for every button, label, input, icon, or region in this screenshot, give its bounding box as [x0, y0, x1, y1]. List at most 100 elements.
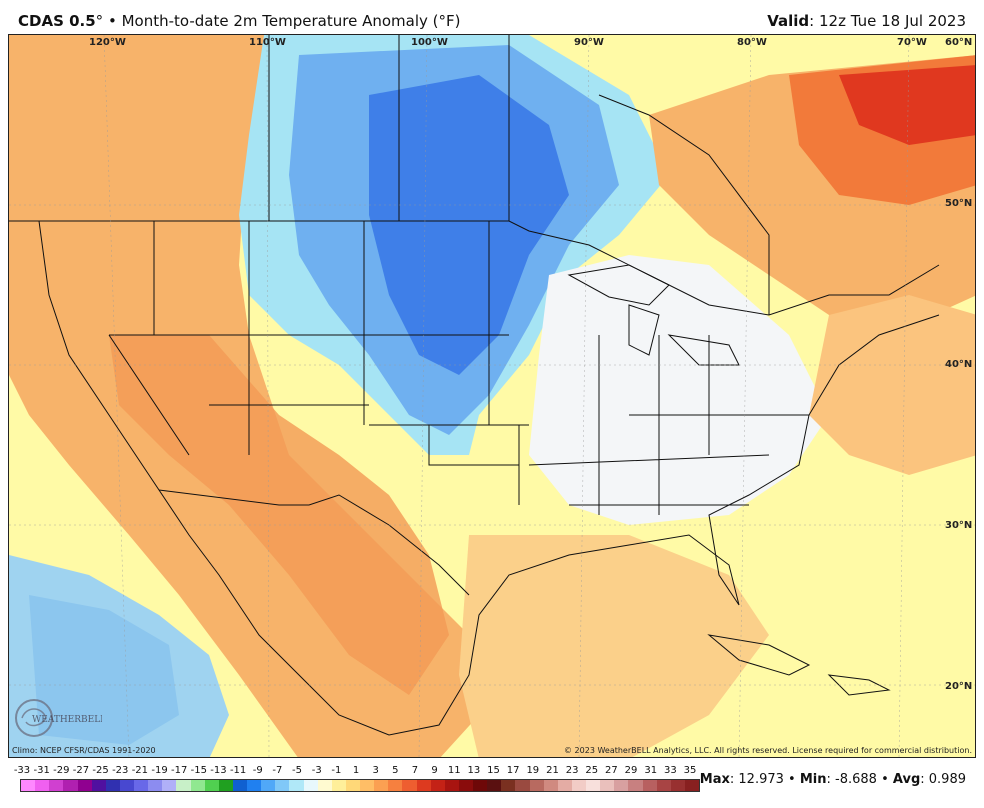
colorbar-tick: 25	[585, 765, 599, 776]
colorbar-tick: -23	[112, 765, 129, 776]
colorbar-cell	[289, 780, 304, 791]
colorbar-cell	[416, 780, 431, 791]
cool-pacific-inner	[29, 595, 179, 745]
valid-label: Valid	[767, 12, 810, 30]
colorbar-cell	[331, 780, 346, 791]
colorbar-cell	[204, 780, 219, 791]
model-name: CDAS 0.5	[18, 12, 96, 30]
colorbar	[20, 779, 700, 792]
colorbar-tick: -27	[72, 765, 90, 776]
map-title: CDAS 0.5° • Month-to-date 2m Temperature…	[18, 12, 460, 30]
colorbar-cell	[176, 780, 191, 791]
colorbar-tick: 3	[372, 765, 379, 776]
colorbar-cell	[628, 780, 643, 791]
colorbar-tick: 1	[352, 765, 360, 776]
colorbar-cell	[275, 780, 290, 791]
lon-label-110w: 110°W	[249, 37, 286, 48]
colorbar-cell	[543, 780, 558, 791]
colorbar-tick: -5	[292, 765, 303, 776]
colorbar-cell	[515, 780, 530, 791]
colorbar-tick: 13	[467, 765, 481, 776]
warm-region-gulf	[459, 535, 769, 757]
colorbar-cell	[134, 780, 149, 791]
lat-label-50n: 50°N	[945, 198, 973, 209]
lon-label-70w: 70°W	[897, 37, 927, 48]
lat-label-30n: 30°N	[945, 520, 973, 531]
product-name: Month-to-date 2m Temperature Anomaly (°F…	[121, 12, 461, 30]
colorbar-cell	[317, 780, 332, 791]
min-label: Min	[799, 772, 827, 787]
colorbar-cell	[557, 780, 572, 791]
us-state-lines	[108, 221, 809, 515]
warm-region-east-coast	[809, 295, 975, 475]
lon-label-120w: 120°W	[89, 37, 126, 48]
colorbar-tick: 23	[565, 765, 579, 776]
colorbar-tick-labels: -33 -31 -29 -27 -25 -23 -21 -19 -17 -15 -13 -11 -9 -7…	[13, 765, 706, 777]
colorbar-cell	[473, 780, 488, 791]
colorbar-cell	[303, 780, 318, 791]
title-bullet: •	[107, 12, 117, 30]
lon-label-100w: 100°W	[411, 37, 448, 48]
colorbar-cell	[148, 780, 163, 791]
colorbar-cell	[487, 780, 502, 791]
svg-text:WEATHERBELL: WEATHERBELL	[32, 715, 102, 725]
valid-time-value: : 12z Tue 18 Jul 2023	[809, 12, 966, 30]
colorbar-cell	[444, 780, 459, 791]
very-hot-region-quebec	[839, 65, 975, 145]
colorbar-cell	[430, 780, 445, 791]
avg-value: : 0.989	[920, 772, 966, 787]
colorbar-tick: 15	[487, 765, 500, 776]
hot-region-southwest	[109, 335, 449, 695]
lat-label-40n: 40°N	[945, 359, 973, 370]
colorbar-cell	[600, 780, 615, 791]
colorbar-cell	[162, 780, 177, 791]
colorbar-cell	[105, 780, 120, 791]
colorbar-tick: -33	[13, 765, 31, 776]
climo-credit: Climo: NCEP CFSR/CDAS 1991-2020	[12, 746, 156, 755]
colorbar-tick: -7	[272, 765, 283, 776]
min-value: : -8.688	[826, 772, 877, 787]
max-value: : 12.973	[729, 772, 784, 787]
max-label: Max	[699, 772, 730, 787]
colorbar-cell	[190, 780, 205, 791]
colorbar-cell	[642, 780, 657, 791]
colorbar-tick: 5	[392, 765, 399, 776]
colorbar-cell	[656, 780, 671, 791]
colorbar-tick: -19	[151, 765, 168, 776]
colorbar-tick: 33	[663, 765, 677, 776]
neutral-region-east-us	[529, 255, 829, 525]
title-bar: CDAS 0.5° • Month-to-date 2m Temperature…	[0, 0, 984, 34]
political-borders	[9, 35, 940, 736]
colorbar-cell	[21, 780, 36, 791]
copyright-credit: © 2023 WeatherBELL Analytics, LLC. All r…	[564, 746, 972, 755]
colorbar-tick: -13	[210, 765, 227, 776]
colorbar-cell	[402, 780, 417, 791]
lon-label-80w: 80°W	[737, 37, 767, 48]
colorbar-tick: 21	[546, 765, 559, 776]
us-mexico-border	[158, 489, 470, 596]
colorbar-tick: -15	[190, 765, 207, 776]
colorbar-cell	[614, 780, 629, 791]
lat-label-60n: 60°N	[945, 37, 973, 48]
colorbar-tick: -11	[229, 765, 247, 776]
colorbar-cell	[119, 780, 134, 791]
colorbar-cell	[360, 780, 375, 791]
colorbar-tick: -21	[131, 765, 149, 776]
colorbar-cell	[232, 780, 247, 791]
caribbean-islands	[707, 634, 891, 696]
colorbar-tick: -29	[53, 765, 70, 776]
stats-sep-1: •	[788, 772, 796, 787]
colorbar-tick: 29	[624, 765, 638, 776]
colorbar-tick: -9	[252, 765, 263, 776]
colorbar-cell	[91, 780, 106, 791]
stats-summary: Max: 12.973 • Min: -8.688 • Avg: 0.989	[700, 772, 966, 787]
colorbar-tick: 27	[605, 765, 618, 776]
colorbar-tick: 17	[506, 765, 520, 776]
colorbar-cell	[501, 780, 516, 791]
colorbar-tick: 19	[526, 765, 540, 776]
colorbar-cell	[458, 780, 473, 791]
colorbar-tick: 35	[683, 765, 697, 776]
colorbar-tick: 9	[431, 765, 438, 776]
valid-time: Valid: 12z Tue 18 Jul 2023	[767, 12, 966, 30]
colorbar-tick: -17	[171, 765, 188, 776]
